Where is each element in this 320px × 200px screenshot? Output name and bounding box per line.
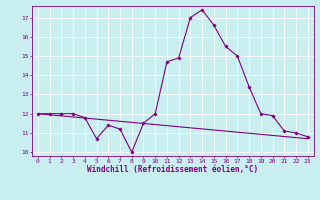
X-axis label: Windchill (Refroidissement éolien,°C): Windchill (Refroidissement éolien,°C) (87, 165, 258, 174)
